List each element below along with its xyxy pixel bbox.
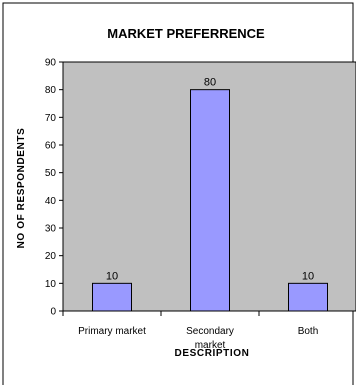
- y-tick-label: 30: [45, 224, 57, 235]
- data-label: 80: [204, 77, 216, 89]
- y-tick-label: 80: [45, 85, 57, 96]
- x-axis-title: DESCRIPTION: [175, 348, 250, 359]
- y-tick-label: 90: [45, 58, 57, 69]
- category-label: Both: [298, 326, 319, 337]
- category-label: market: [195, 340, 226, 351]
- category-labels: Primary market Secondary market Both: [78, 326, 318, 351]
- y-tick-label: 40: [45, 196, 57, 207]
- y-tick-label: 60: [45, 141, 57, 152]
- x-axis: [62, 310, 356, 316]
- y-tick-label: 20: [45, 251, 57, 262]
- y-axis: 0 10 20 30 40 50 60 70 80 90: [45, 58, 64, 318]
- bar: [92, 282, 132, 312]
- category-label: Primary market: [78, 326, 146, 337]
- y-tick-label: 50: [45, 168, 57, 179]
- bar: [288, 282, 328, 312]
- bar: [190, 89, 230, 312]
- chart-title: MARKET PREFERRENCE: [107, 26, 265, 41]
- data-labels: 10 80 10: [106, 77, 314, 283]
- y-axis-title: NO OF RESPONDENTS: [16, 128, 27, 249]
- category-label: Secondary: [186, 326, 234, 337]
- bars: [92, 89, 328, 312]
- y-tick-label: 10: [45, 279, 57, 290]
- data-label: 10: [106, 270, 118, 282]
- data-label: 10: [302, 270, 314, 282]
- y-tick-label: 70: [45, 113, 57, 124]
- y-tick-label: 0: [50, 307, 56, 318]
